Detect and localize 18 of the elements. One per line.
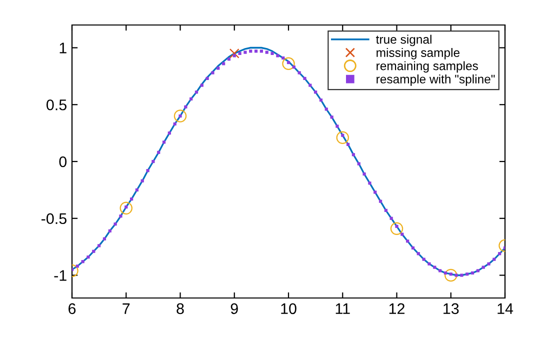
x-tick-label: 10 (281, 303, 296, 314)
x-tick-label: 7 (122, 303, 130, 314)
x-tick-label: 8 (176, 303, 184, 314)
legend-label: remaining samples (376, 61, 478, 73)
legend-label: true signal (376, 34, 432, 46)
x-tick-label: 11 (336, 303, 350, 314)
y-tick-label: -1 (54, 270, 66, 281)
legend-label: missing sample (376, 48, 460, 60)
x-tick-label: 12 (389, 303, 404, 314)
x-tick-label: 6 (68, 303, 76, 314)
y-tick-label: 1 (60, 42, 66, 54)
x-tick-label: 13 (444, 303, 459, 314)
y-tick-label: -0.5 (41, 213, 66, 224)
y-tick-label: 0.5 (46, 99, 66, 110)
legend-label: resample with "spline" (376, 74, 495, 86)
x-tick-label: 14 (498, 303, 514, 314)
x-tick-label: 9 (230, 303, 238, 314)
y-tick-label: 0 (59, 156, 67, 168)
